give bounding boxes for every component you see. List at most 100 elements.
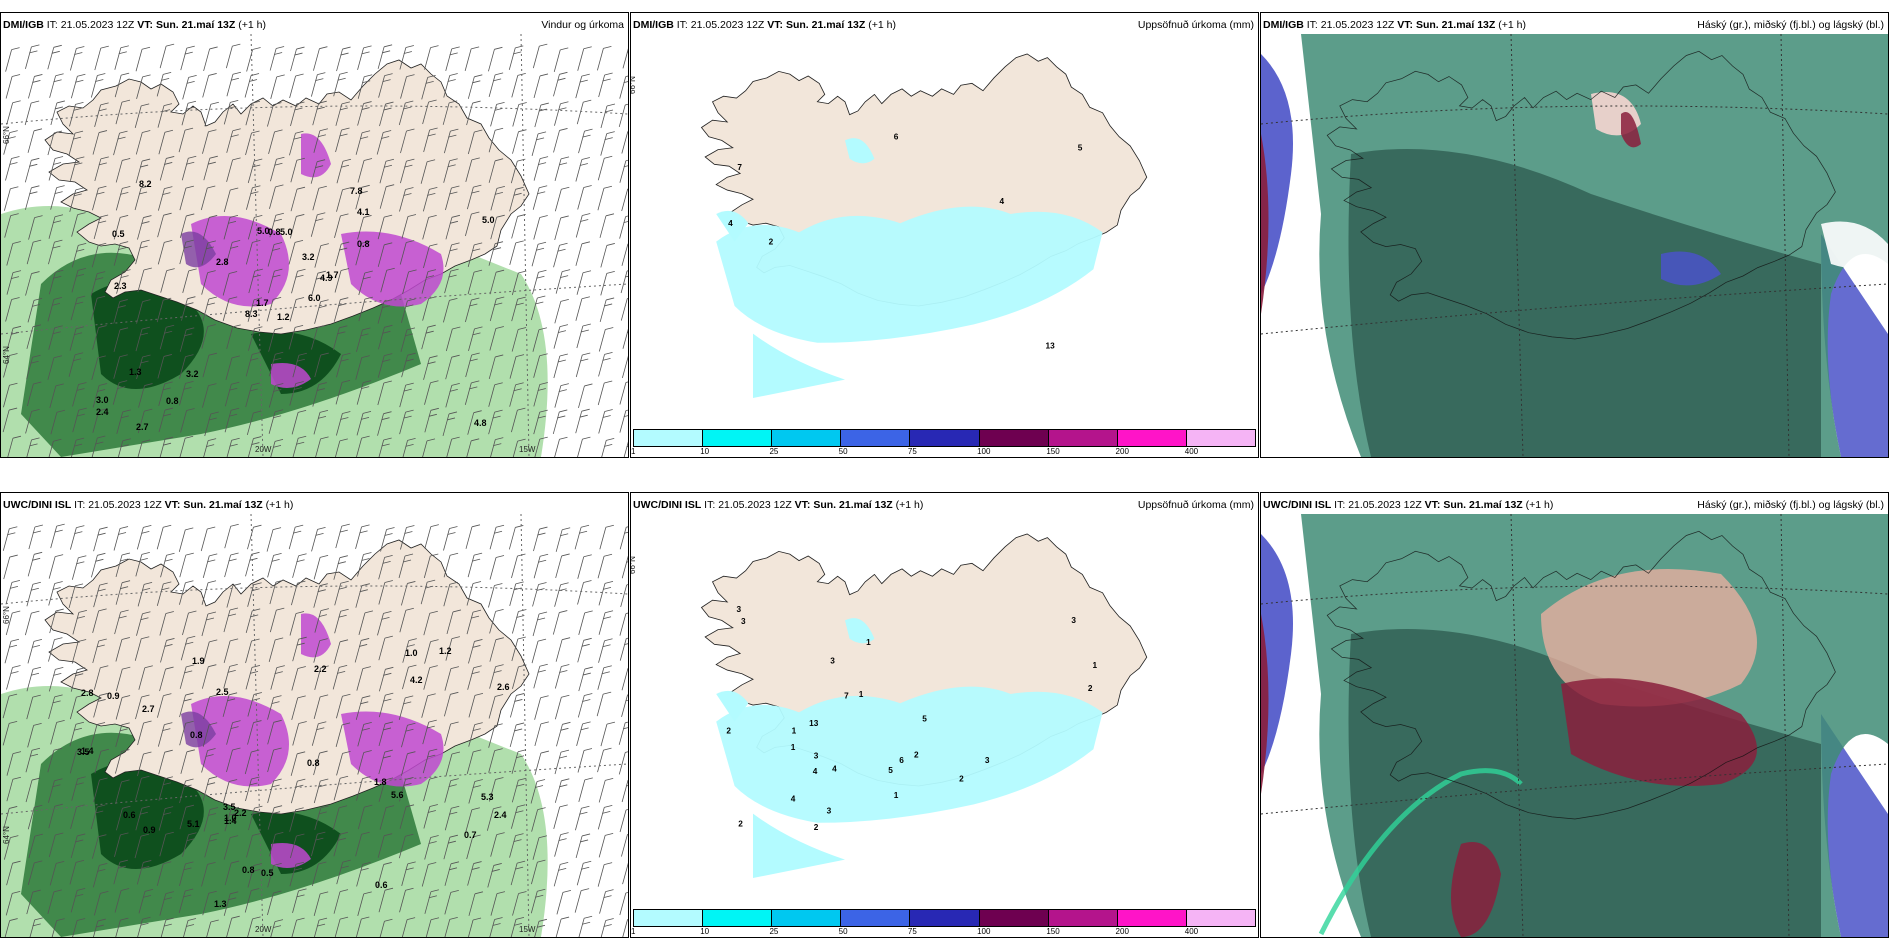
wind-barb-flag — [319, 583, 328, 587]
wind-barb-flag — [471, 352, 480, 356]
wind-barb-flag — [98, 108, 107, 112]
wind-barb — [115, 188, 123, 211]
wind-barb-flag — [184, 670, 193, 674]
wind-barb — [489, 527, 497, 550]
wind-barb-flag — [472, 581, 482, 584]
wind-barb — [554, 751, 562, 775]
wind-barb — [92, 132, 100, 155]
wind-barb-flag — [230, 99, 239, 103]
wind-barb — [202, 724, 210, 747]
wind-barb-flag — [625, 809, 628, 811]
wind-barb-flag — [9, 353, 18, 356]
wind-barb — [424, 410, 432, 433]
wind-barb-flag — [604, 444, 613, 447]
precip-value-label: 5.1 — [187, 819, 200, 829]
wind-barb — [158, 778, 166, 801]
wind-barb-flag — [56, 100, 65, 104]
wind-barb-flag — [471, 867, 480, 870]
wind-barb-flag — [294, 239, 304, 243]
wind-barb-flag — [52, 784, 61, 788]
wind-barb-flag — [185, 106, 195, 110]
wind-barb-flag — [297, 409, 307, 413]
wind-barb — [289, 216, 297, 239]
wind-barb — [467, 272, 475, 295]
wind-barb-flag — [138, 191, 148, 195]
wind-barb-flag — [342, 158, 352, 162]
wind-barb-flag — [429, 186, 438, 190]
wind-barb — [446, 611, 454, 635]
wind-barb-flag — [273, 218, 282, 222]
wind-barb — [137, 269, 145, 293]
wind-barb — [423, 667, 431, 690]
wind-barb-flag — [359, 190, 368, 194]
wind-barb — [206, 921, 212, 937]
wind-barb-flag — [472, 785, 481, 788]
field-title: Háský (gr.), miðský (fj.bl.) og lágský (… — [1697, 19, 1884, 31]
wind-barb — [178, 529, 186, 553]
precip-value-label: 3.5 — [77, 747, 90, 757]
wind-barb — [47, 299, 55, 322]
field-title: Vindur og úrkoma — [541, 19, 624, 31]
wind-barb-flag — [383, 130, 392, 133]
vt-label: VT: — [1424, 499, 1441, 511]
wind-barb-flag — [449, 158, 458, 162]
precip-value-label: 2.8 — [216, 257, 229, 267]
wind-barb-flag — [183, 894, 192, 898]
precip-value-label: 7.8 — [350, 186, 363, 196]
wind-barb-flag — [518, 327, 527, 330]
wind-barb — [355, 918, 362, 937]
wind-barb — [530, 297, 538, 321]
wind-barb-flag — [320, 436, 329, 440]
wind-barb-flag — [31, 157, 40, 161]
wind-barb — [445, 217, 453, 240]
wind-barb-flag — [297, 666, 306, 669]
wind-barb-flag — [406, 240, 415, 243]
wind-barb-flag — [362, 80, 371, 84]
wind-barb-flag — [605, 213, 615, 217]
wind-barb — [511, 329, 519, 352]
wind-barb — [510, 862, 518, 886]
wind-barb — [575, 215, 583, 238]
wind-barb — [224, 554, 231, 578]
wind-barb-flag — [229, 271, 238, 274]
wind-barb-flag — [185, 861, 194, 865]
wind-barb — [245, 610, 253, 633]
wind-barb — [533, 666, 541, 689]
wind-barb — [378, 327, 385, 350]
wind-barb — [25, 46, 32, 70]
wind-barb-flag — [32, 923, 41, 927]
wind-barb-flag — [53, 79, 62, 83]
wind-barb-flag — [75, 437, 85, 441]
wind-barb — [355, 357, 363, 380]
wind-barb-flag — [516, 722, 525, 726]
wind-barb-flag — [296, 642, 305, 646]
wind-barb-flag — [183, 784, 192, 788]
wind-barb-flag — [142, 916, 151, 920]
wind-barb-flag — [273, 862, 282, 866]
wind-barb-flag — [97, 435, 106, 439]
wind-barb-flag — [430, 380, 439, 384]
wind-barb — [290, 781, 298, 804]
wind-barb — [72, 410, 80, 433]
wind-barb-flag — [229, 387, 238, 391]
wind-barb — [443, 131, 451, 154]
wind-barb — [92, 865, 100, 888]
wind-barb — [245, 384, 253, 408]
wind-barb — [333, 641, 341, 664]
wind-barb — [509, 356, 517, 379]
wind-barb-flag — [582, 833, 591, 837]
wind-barb — [201, 326, 209, 349]
wind-barb — [621, 188, 628, 212]
wind-barb — [3, 837, 11, 860]
wind-barb — [378, 723, 386, 747]
wind-barb-flag — [339, 71, 348, 75]
wind-barb-flag — [537, 388, 546, 391]
wind-barb — [115, 781, 122, 805]
wind-barb-flag — [119, 130, 128, 134]
wind-barb-flag — [494, 409, 503, 413]
wind-barb-flag — [606, 270, 615, 274]
wind-barb-flag — [275, 383, 284, 386]
wind-barb — [577, 556, 585, 579]
latitude-line — [1261, 283, 1888, 335]
wind-barb — [421, 327, 429, 350]
